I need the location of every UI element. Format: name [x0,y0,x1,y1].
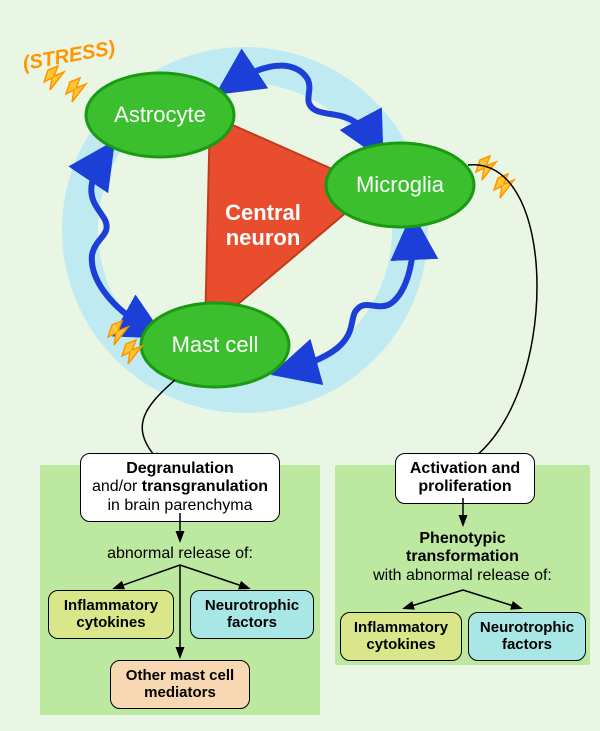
right-mid-text: Phenotypic transformation with abnormal … [335,530,590,585]
left-cyto-l1: Inflammatory [64,597,158,614]
left-box-l2a: and/or [92,478,142,495]
astrocyte-label: Astrocyte [114,102,206,127]
right-cyto-l1: Inflammatory [354,619,448,636]
central-neuron-label-1: Central [225,200,301,225]
left-other-l2: mediators [144,684,216,701]
left-other-box: Other mast cellmediators [110,660,250,709]
left-neuro-l1: Neurotrophic [205,597,299,614]
right-mid-l3: with abnormal release of: [373,567,552,584]
right-cyto-l2: cytokines [366,636,435,653]
mastcell-label: Mast cell [172,332,259,357]
microglia-label: Microglia [356,172,445,197]
left-other-l1: Other mast cell [126,667,234,684]
right-box1-l2: proliferation [418,478,511,495]
right-box1-l1: Activation and [410,460,520,477]
diagram-top: Central neuron Astrocyte Microglia Mast … [0,0,600,470]
node-astrocyte: Astrocyte [86,73,234,157]
right-neurotrophic-box: Neurotrophicfactors [468,612,586,661]
left-box-degranulation: Degranulation and/or transgranulation in… [80,453,280,522]
left-mid-text: abnormal release of: [40,545,320,563]
right-mid-l2: transformation [406,548,519,565]
left-cyto-l2: cytokines [76,614,145,631]
stress-label: (STRESS) [21,37,117,75]
left-box-l1: Degranulation [126,460,234,477]
right-neuro-l2: factors [502,636,552,653]
left-cytokines-box: Inflammatorycytokines [48,590,174,639]
right-cytokines-box: Inflammatorycytokines [340,612,462,661]
right-mid-l1: Phenotypic [419,530,505,547]
left-neuro-l2: factors [227,614,277,631]
right-neuro-l1: Neurotrophic [480,619,574,636]
node-mastcell: Mast cell [141,303,289,387]
left-box-l3: in brain parenchyma [108,497,253,514]
left-box-l2b: transgranulation [142,478,268,495]
right-box-activation: Activation andproliferation [395,453,535,504]
node-microglia: Microglia [326,143,474,227]
central-neuron-label-2: neuron [226,225,301,250]
left-neurotrophic-box: Neurotrophicfactors [190,590,314,639]
central-neuron-triangle: Central neuron [205,115,375,332]
connector-microglia-right [468,165,537,462]
